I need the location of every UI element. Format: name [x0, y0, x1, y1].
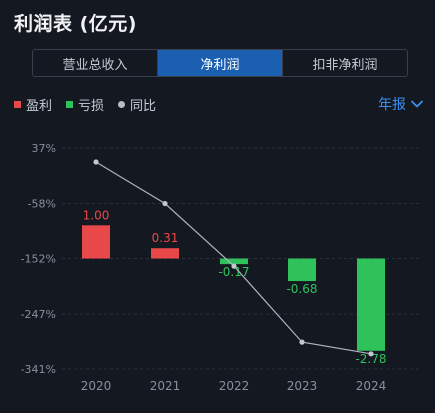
legend-swatch-profit: [14, 101, 21, 108]
period-label: 年报: [378, 97, 406, 113]
legend-item-loss[interactable]: 亏损: [66, 95, 104, 114]
legend-label-profit: 盈利: [26, 99, 53, 114]
bar[interactable]: [151, 248, 179, 259]
chart-legend: 盈利 亏损 同比: [14, 95, 170, 114]
bar-value-label: -0.68: [286, 282, 317, 296]
y-tick-label: 37%: [32, 142, 56, 155]
y-tick-label: -341%: [21, 363, 56, 376]
legend-swatch-loss: [66, 101, 74, 108]
tab-revenue[interactable]: 营业总收入: [33, 50, 158, 76]
page-title: 利润表 (亿元): [14, 13, 137, 35]
tab-deducted-net-profit[interactable]: 扣非净利润: [312, 57, 378, 73]
y-tick-label: -152%: [21, 253, 56, 266]
legend-label-loss: 亏损: [78, 99, 105, 114]
period-selector[interactable]: 年报: [378, 94, 423, 114]
bar-value-label: 0.31: [152, 231, 179, 245]
legend-item-yoy[interactable]: 同比: [118, 95, 156, 114]
metric-tabs: 营业总收入 净利润 扣非净利润: [32, 49, 408, 77]
y-tick-label: -58%: [28, 198, 56, 211]
x-tick-label: 2020: [81, 379, 112, 393]
bar[interactable]: [220, 258, 248, 265]
yoy-point[interactable]: [299, 339, 305, 345]
bar-value-label: 1.00: [83, 208, 110, 222]
yoy-point[interactable]: [162, 200, 168, 207]
bar[interactable]: [357, 258, 385, 351]
bar-value-label: -2.78: [355, 352, 386, 366]
legend-swatch-yoy: [118, 101, 126, 108]
bar[interactable]: [82, 225, 110, 259]
legend-item-profit[interactable]: 盈利: [14, 95, 52, 114]
x-tick-label: 2021: [150, 379, 181, 393]
y-tick-label: -247%: [21, 308, 56, 321]
x-tick-label: 2024: [356, 379, 387, 393]
yoy-line: [95, 161, 372, 355]
legend-label-yoy: 同比: [130, 99, 157, 114]
yoy-point[interactable]: [231, 263, 237, 269]
net-profit-chart: 37%-58%-152%-247%-341%1.000.31-0.17-0.68…: [21, 142, 420, 393]
chevron-down-icon: [411, 100, 423, 108]
yoy-point[interactable]: [368, 351, 374, 357]
x-tick-label: 2022: [219, 379, 250, 393]
yoy-point[interactable]: [93, 159, 99, 165]
x-tick-label: 2023: [287, 379, 318, 393]
bar[interactable]: [288, 258, 316, 282]
tab-net-profit[interactable]: 净利润: [158, 50, 283, 76]
